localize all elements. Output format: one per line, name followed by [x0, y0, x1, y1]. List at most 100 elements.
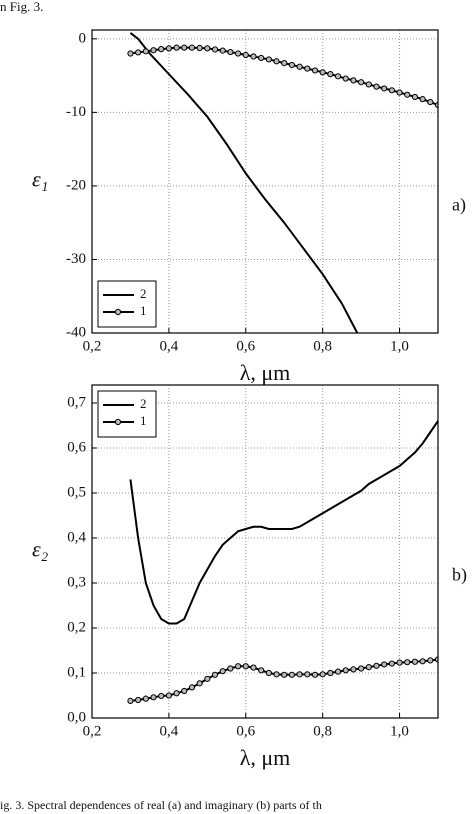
marker	[365, 81, 372, 88]
x-tick-label: 0,6	[236, 338, 255, 354]
marker	[388, 87, 395, 94]
marker	[319, 69, 326, 76]
y-tick-label: 0,1	[67, 664, 86, 680]
marker	[265, 56, 272, 63]
x-tick-label: 0,2	[83, 723, 102, 739]
marker	[250, 664, 257, 671]
marker	[388, 660, 395, 667]
marker	[342, 75, 349, 82]
marker	[181, 44, 188, 51]
y-tick-label: 0	[79, 30, 87, 46]
marker	[304, 65, 311, 72]
legend-box	[97, 280, 157, 328]
marker	[288, 671, 296, 678]
chart: 0,0 0,1 0,2 0,3 0,4 0,5 0,6 0,7 0,2 0,4 0,6 0,8 1,0 2…	[32, 384, 467, 770]
marker	[296, 63, 303, 70]
marker	[242, 663, 249, 670]
marker	[142, 695, 149, 702]
y-tick-label: 0,2	[67, 619, 86, 635]
marker	[419, 658, 426, 665]
marker	[127, 50, 134, 57]
marker	[181, 687, 188, 695]
marker	[135, 696, 142, 704]
marker	[350, 77, 357, 84]
panel-label: a)	[452, 195, 466, 216]
marker	[173, 690, 180, 697]
y-tick-label: 0,0	[67, 709, 86, 725]
marker	[288, 61, 296, 69]
y-tick-label: -40	[66, 324, 86, 340]
marker	[327, 669, 334, 677]
marker	[411, 658, 419, 665]
marker	[234, 663, 242, 670]
marker	[350, 666, 357, 673]
y-tick-label: -30	[66, 251, 86, 267]
marker	[334, 668, 342, 675]
series-line	[129, 420, 438, 625]
marker	[281, 671, 288, 678]
marker	[273, 671, 280, 678]
marker	[219, 668, 226, 675]
legend-label: 1	[140, 303, 147, 318]
marker	[427, 657, 434, 664]
marker	[165, 45, 172, 52]
x-axis-title: λ, μm	[240, 360, 291, 385]
y-tick-label: 0,6	[67, 439, 86, 455]
marker	[127, 697, 134, 705]
legend-marker	[114, 308, 122, 316]
marker	[358, 79, 365, 86]
marker	[273, 58, 280, 65]
panel-label: b)	[452, 565, 467, 586]
legend-label: 2	[140, 286, 147, 301]
marker	[296, 671, 303, 678]
x-tick-label: 1,0	[390, 723, 409, 739]
caption: ig. 3. Spectral dependences of real (a) …	[0, 798, 322, 812]
plot	[127, 420, 438, 705]
x-tick-label: 0,2	[83, 338, 102, 354]
marker	[188, 44, 196, 51]
marker	[304, 671, 311, 678]
marker	[411, 93, 419, 101]
marker	[165, 692, 172, 699]
marker	[211, 671, 219, 678]
marker	[419, 96, 426, 103]
legend-marker	[114, 418, 122, 426]
marker	[358, 665, 365, 672]
marker	[373, 662, 380, 669]
marker	[319, 671, 326, 678]
marker	[311, 671, 319, 678]
marker	[188, 684, 196, 691]
marker	[258, 54, 265, 62]
marker	[404, 659, 411, 666]
x-tick-label: 0,8	[313, 338, 332, 354]
marker	[334, 73, 342, 80]
marker	[158, 46, 165, 53]
marker	[196, 680, 203, 687]
top-text: n Fig. 3.	[0, 0, 43, 14]
y-tick-label: 0,3	[67, 574, 86, 590]
marker	[219, 47, 226, 54]
x-tick-label: 0,4	[160, 723, 179, 739]
marker	[311, 67, 319, 74]
plot	[127, 32, 438, 333]
marker	[258, 667, 265, 674]
marker	[427, 98, 434, 106]
marker	[327, 71, 334, 78]
marker	[396, 89, 403, 96]
y-tick-label: 0,5	[67, 484, 86, 500]
marker	[196, 44, 203, 52]
marker	[404, 91, 411, 98]
marker	[250, 53, 257, 60]
marker	[381, 661, 388, 668]
marker	[227, 665, 234, 672]
y-tick-label: 0,7	[67, 394, 86, 410]
legend-label: 1	[140, 413, 147, 428]
x-tick-label: 1,0	[390, 338, 409, 354]
frame	[91, 384, 439, 719]
x-tick-label: 0,4	[160, 338, 179, 354]
frame	[91, 29, 439, 334]
marker	[281, 59, 288, 67]
series-line	[129, 32, 359, 333]
chart: 0 -10 -20 -30 -400,2 0,4 0,6 0,8 1,0 2 1 ε₁ λ, μm a)	[32, 29, 466, 385]
marker	[242, 51, 249, 59]
